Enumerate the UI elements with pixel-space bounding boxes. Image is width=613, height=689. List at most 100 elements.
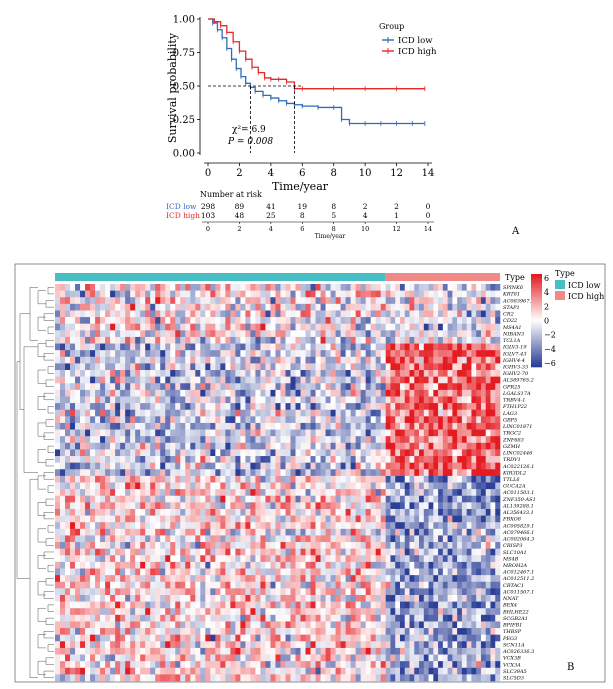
- heatmap-cell: [476, 436, 482, 444]
- heatmap-cell: [404, 396, 410, 404]
- heatmap-cell: [230, 436, 236, 444]
- heatmap-cell: [461, 628, 467, 635]
- dendrogram-branch: [45, 339, 54, 348]
- heatmap-cell: [433, 422, 439, 430]
- heatmap-cell: [205, 601, 211, 609]
- heatmap-cell: [490, 502, 496, 510]
- heatmap-cell: [305, 330, 311, 338]
- heatmap-cell: [355, 409, 361, 417]
- heatmap-cell: [265, 403, 271, 411]
- heatmap-cell: [423, 442, 429, 450]
- heatmap-cell: [305, 297, 311, 305]
- heatmap-cell: [370, 310, 376, 318]
- heatmap-cell: [125, 575, 131, 583]
- heatmap-cell: [240, 363, 246, 371]
- heatmap-cell: [330, 422, 336, 430]
- heatmap-cell: [490, 310, 496, 318]
- heatmap-cell: [205, 310, 211, 318]
- heatmap-cell: [200, 502, 206, 510]
- heatmap-cell: [345, 409, 351, 417]
- heatmap-cell: [130, 482, 136, 490]
- heatmap-cell: [185, 575, 191, 583]
- heatmap-cell: [155, 456, 161, 463]
- heatmap-cell: [350, 462, 356, 470]
- heatmap-cell: [457, 535, 463, 543]
- heatmap-cell: [185, 542, 191, 549]
- x-tick-label-1: 2: [236, 168, 242, 179]
- heatmap-cell: [75, 336, 81, 344]
- heatmap-cell: [240, 528, 246, 536]
- heatmap-cell: [340, 403, 346, 411]
- heatmap-cell: [300, 370, 306, 377]
- heatmap-cell: [495, 482, 501, 490]
- heatmap-cell: [160, 542, 166, 549]
- heatmap-cell: [375, 608, 381, 616]
- heatmap-cell: [414, 628, 420, 635]
- heatmap-cell: [85, 370, 91, 377]
- heatmap-cell: [438, 621, 444, 629]
- heatmap-cell: [399, 555, 406, 563]
- heatmap-cell: [250, 376, 256, 384]
- heatmap-cell: [200, 396, 206, 404]
- heatmap-cell: [295, 608, 301, 616]
- heatmap-cell: [195, 535, 201, 543]
- heatmap-cell: [447, 442, 453, 450]
- km-curves: [208, 18, 426, 127]
- heatmap-cell: [295, 442, 301, 450]
- heatmap-cell: [175, 528, 181, 536]
- heatmap-cell: [340, 528, 346, 536]
- heatmap-cell: [180, 634, 186, 642]
- heatmap-cell: [409, 284, 415, 291]
- heatmap-cell: [419, 376, 425, 384]
- heatmap-cell: [485, 542, 491, 549]
- heatmap-cell: [345, 482, 351, 490]
- heatmap-cell: [180, 376, 186, 384]
- heatmap-cell: [165, 515, 171, 523]
- heatmap-cell: [485, 363, 491, 371]
- heatmap-cell: [409, 482, 415, 490]
- heatmap-cell: [461, 356, 467, 364]
- heatmap-cell: [485, 356, 491, 364]
- heatmap-cell: [480, 581, 487, 589]
- heatmap-cell: [375, 284, 381, 291]
- heatmap-cell: [165, 284, 171, 291]
- heatmap-cell: [385, 350, 391, 358]
- heatmap-cell: [85, 323, 91, 331]
- heatmap-cell: [315, 594, 321, 602]
- heatmap-cell: [75, 389, 81, 397]
- heatmap-cell: [414, 535, 420, 543]
- heatmap-cell: [330, 363, 336, 371]
- heatmap-cell: [340, 568, 346, 576]
- heatmap-cell: [423, 601, 429, 609]
- heatmap-cell: [365, 528, 371, 536]
- heatmap-cell: [90, 502, 96, 510]
- heatmap-cell: [395, 317, 401, 324]
- heatmap-cell: [490, 389, 496, 397]
- heatmap-cell: [380, 621, 386, 629]
- heatmap-cell: [110, 601, 116, 609]
- heatmap-cell: [135, 568, 141, 576]
- heatmap-cell: [480, 449, 487, 457]
- km-panel: Survival probability Time/year 0.000.250…: [166, 15, 520, 241]
- heatmap-cell: [305, 482, 311, 490]
- heatmap-cell: [457, 608, 463, 616]
- heatmap-cell: [80, 575, 86, 583]
- heatmap-cell: [80, 343, 86, 351]
- heatmap-cell: [385, 310, 391, 318]
- heatmap-cell: [70, 628, 76, 635]
- heatmap-cell: [75, 535, 81, 543]
- heatmap-cell: [165, 456, 171, 463]
- heatmap-cell: [135, 403, 141, 411]
- heatmap-cell: [70, 561, 76, 569]
- heatmap-cell: [95, 502, 101, 510]
- heatmap-cell: [315, 363, 321, 371]
- heatmap-cell: [325, 588, 331, 596]
- heatmap-cell: [210, 568, 216, 576]
- heatmap-cell: [210, 356, 216, 364]
- heatmap-cell: [175, 621, 181, 629]
- heatmap-cell: [130, 449, 136, 457]
- heatmap-cell: [220, 363, 226, 371]
- heatmap-cell: [110, 594, 116, 602]
- heatmap-cell: [471, 310, 477, 318]
